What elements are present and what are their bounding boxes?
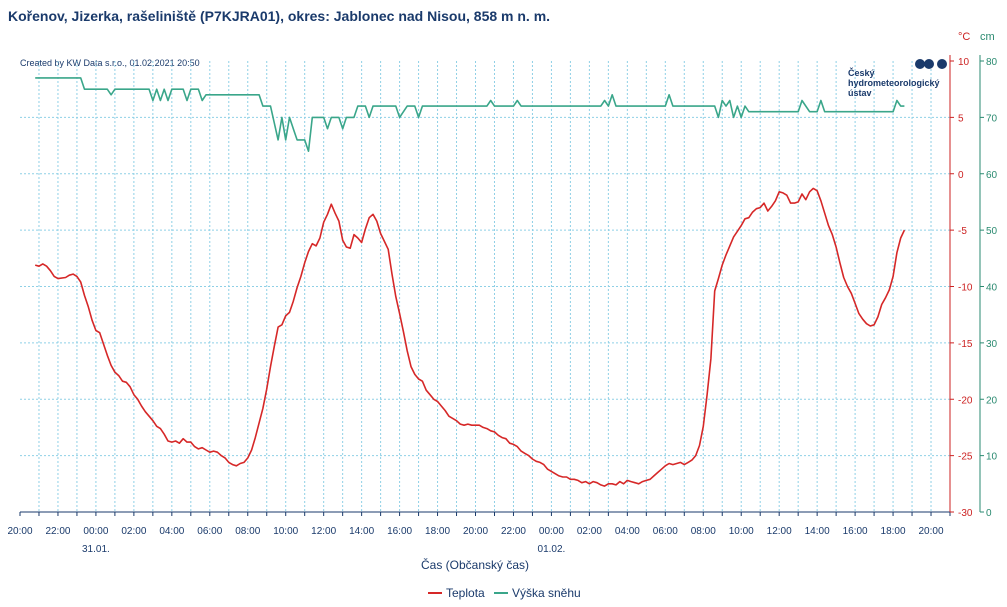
logo-circle-2-icon (924, 59, 934, 69)
x-tick-label: 20:00 (463, 526, 488, 537)
x-tick-label: 02:00 (577, 526, 602, 537)
x-tick-label: 00:00 (83, 526, 108, 537)
temperature-unit-label: °C (958, 31, 970, 43)
x-tick-label: 16:00 (387, 526, 412, 537)
temperature-tick-label: -15 (958, 339, 973, 350)
legend-item-teplota[interactable]: Teplota (428, 586, 485, 600)
logo-circle-1-icon (915, 59, 925, 69)
axes: 20:00 22:00 00:00 02:00 04:00 06:00 08:00 10:00… (7, 31, 997, 555)
legend-item-vyska-snehu[interactable]: Výška sněhu (494, 586, 581, 600)
credit-text: Created by KW Data s.r.o., 01.02.2021 20… (20, 58, 200, 68)
x-tick-label: 06:00 (653, 526, 678, 537)
x-tick-label: 02:00 (121, 526, 146, 537)
x-tick-label: 20:00 (7, 526, 32, 537)
series-line-teplota (34, 187, 906, 487)
x-tick-label: 18:00 (425, 526, 450, 537)
logo-circle-3-icon (937, 59, 947, 69)
x-tick-label: 22:00 (501, 526, 526, 537)
temperature-tick-label: -25 (958, 452, 973, 463)
x-tick-label: 00:00 (539, 526, 564, 537)
x-tick-label: 12:00 (311, 526, 336, 537)
series-line-vyska-snehu (35, 77, 905, 152)
temperature-tick-label: 5 (958, 113, 964, 124)
date-label: 31.01. (82, 544, 110, 555)
legend-label-teplota: Teplota (446, 586, 485, 600)
snow-tick-label: 80 (986, 57, 998, 68)
x-tick-label: 14:00 (349, 526, 374, 537)
logo-line-3: ústav (848, 88, 872, 98)
x-tick-label: 18:00 (881, 526, 906, 537)
logo-line-1: Český (848, 67, 875, 78)
x-tick-label: 10:00 (729, 526, 754, 537)
x-tick-label: 04:00 (615, 526, 640, 537)
snow-unit-label: cm (980, 31, 995, 43)
date-label: 01.02. (538, 544, 566, 555)
snow-tick-label: 50 (986, 226, 998, 237)
x-tick-label: 08:00 (235, 526, 260, 537)
x-tick-label: 06:00 (197, 526, 222, 537)
snow-tick-label: 70 (986, 113, 998, 124)
legend: Teplota Výška sněhu (428, 586, 581, 600)
x-tick-label: 20:00 (919, 526, 944, 537)
chmi-logo: Český hydrometeorologický ústav (848, 59, 947, 98)
x-axis-label: Čas (Občanský čas) (421, 557, 529, 572)
temperature-tick-label: 10 (958, 57, 970, 68)
temperature-tick-label: -20 (958, 395, 973, 406)
temperature-tick-label: -30 (958, 508, 973, 519)
snow-tick-label: 10 (986, 452, 998, 463)
grid (20, 61, 951, 512)
snow-tick-label: 40 (986, 283, 998, 294)
x-tick-label: 10:00 (273, 526, 298, 537)
logo-line-2: hydrometeorologický (848, 78, 940, 88)
temperature-tick-label: 0 (958, 170, 964, 181)
snow-tick-label: 20 (986, 395, 998, 406)
x-tick-label: 16:00 (843, 526, 868, 537)
snow-tick-label: 60 (986, 170, 998, 181)
legend-label-vyska-snehu: Výška sněhu (512, 586, 581, 600)
x-tick-label: 22:00 (45, 526, 70, 537)
temperature-tick-label: -10 (958, 283, 973, 294)
x-tick-label: 04:00 (159, 526, 184, 537)
page-title: Kořenov, Jizerka, rašeliniště (P7KJRA01)… (8, 8, 551, 24)
snow-tick-label: 30 (986, 339, 998, 350)
series-layer (34, 77, 906, 487)
temperature-tick-label: -5 (958, 226, 967, 237)
x-tick-label: 08:00 (691, 526, 716, 537)
x-tick-label: 14:00 (805, 526, 830, 537)
snow-tick-label: 0 (986, 508, 992, 519)
x-tick-label: 12:00 (767, 526, 792, 537)
